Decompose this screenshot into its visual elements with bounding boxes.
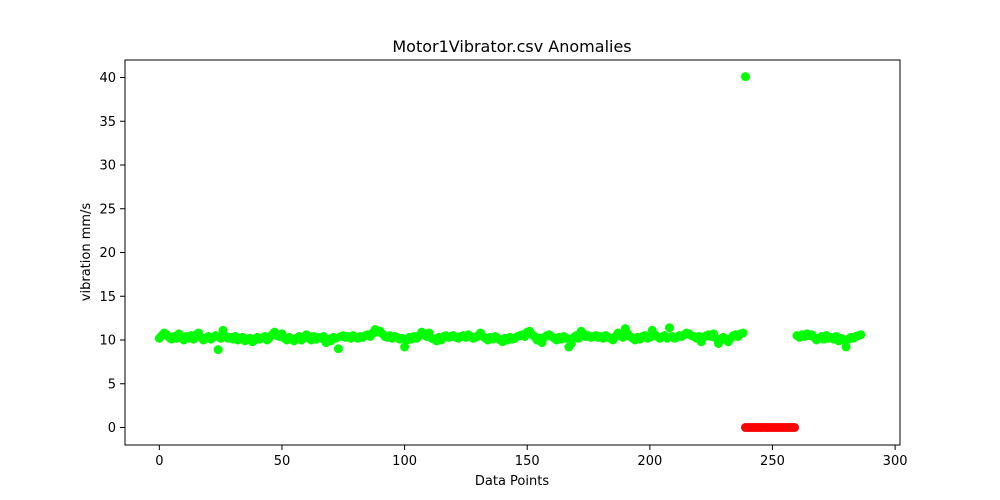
y-axis-label: vibration mm/s bbox=[79, 203, 94, 302]
normal-point bbox=[400, 342, 410, 352]
normal-point bbox=[213, 345, 223, 355]
normal-point bbox=[738, 328, 748, 338]
y-tick-label: 25 bbox=[99, 202, 116, 217]
plot-frame bbox=[124, 59, 901, 446]
x-axis-label: Data Points bbox=[475, 474, 549, 489]
x-tick-label: 0 bbox=[155, 454, 163, 469]
y-tick-label: 10 bbox=[99, 334, 116, 349]
ticks-layer: 0 50 100 150 200 250 300 0 5 10 15 20 25 30 35 40 bbox=[99, 71, 907, 469]
normal-point bbox=[856, 330, 866, 340]
x-tick-label: 100 bbox=[392, 454, 417, 469]
y-tick-label: 20 bbox=[99, 246, 116, 261]
y-tick-label: 30 bbox=[99, 159, 116, 174]
y-tick-label: 5 bbox=[108, 377, 116, 392]
y-tick-label: 40 bbox=[99, 71, 116, 86]
y-tick-label: 15 bbox=[99, 290, 116, 305]
y-tick-label: 35 bbox=[99, 115, 116, 130]
x-tick-label: 250 bbox=[760, 454, 785, 469]
x-tick-label: 150 bbox=[515, 454, 540, 469]
y-tick-label: 0 bbox=[108, 421, 116, 436]
normal-point bbox=[740, 72, 750, 82]
normal-point bbox=[664, 323, 674, 333]
points-layer bbox=[154, 72, 866, 432]
x-tick-label: 300 bbox=[883, 454, 908, 469]
chart-title: Motor1Vibrator.csv Anomalies bbox=[392, 37, 631, 56]
anomaly-point bbox=[790, 423, 800, 432]
normal-point bbox=[841, 342, 851, 352]
normal-point bbox=[333, 344, 343, 354]
x-tick-label: 200 bbox=[637, 454, 662, 469]
x-tick-label: 50 bbox=[274, 454, 291, 469]
